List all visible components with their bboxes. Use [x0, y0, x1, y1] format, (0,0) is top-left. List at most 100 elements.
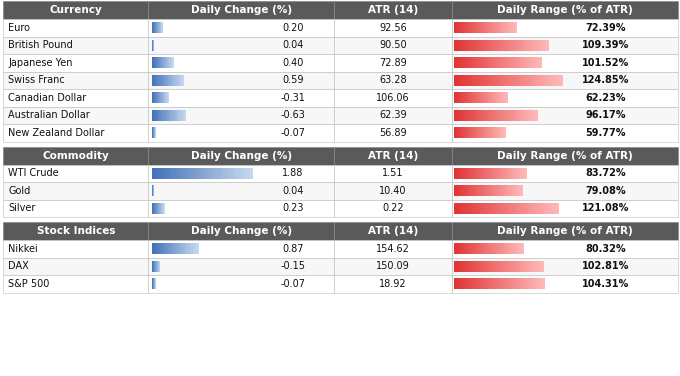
- Bar: [189, 168, 192, 179]
- Bar: [171, 110, 173, 121]
- Bar: [462, 75, 465, 86]
- Bar: [466, 278, 469, 290]
- Bar: [462, 22, 464, 33]
- Bar: [506, 278, 509, 290]
- Bar: [148, 107, 334, 124]
- Bar: [539, 57, 543, 68]
- Bar: [482, 127, 483, 138]
- Bar: [167, 57, 168, 68]
- Bar: [468, 110, 471, 121]
- Bar: [492, 243, 494, 255]
- Bar: [479, 75, 483, 86]
- Bar: [473, 92, 474, 103]
- Bar: [522, 243, 524, 255]
- Bar: [168, 110, 169, 121]
- Bar: [509, 22, 511, 33]
- Bar: [216, 168, 220, 179]
- Bar: [186, 243, 188, 255]
- Bar: [163, 110, 165, 121]
- Bar: [170, 110, 171, 121]
- Bar: [511, 40, 515, 51]
- Bar: [498, 22, 500, 33]
- Bar: [478, 261, 481, 272]
- Text: ATR (14): ATR (14): [368, 226, 418, 236]
- Text: 124.85%: 124.85%: [582, 75, 629, 85]
- Bar: [507, 92, 509, 103]
- Bar: [456, 92, 458, 103]
- Bar: [3, 124, 148, 142]
- Bar: [509, 278, 511, 290]
- Bar: [521, 203, 524, 214]
- Bar: [457, 261, 460, 272]
- Bar: [477, 92, 479, 103]
- Bar: [153, 110, 154, 121]
- Bar: [482, 243, 484, 255]
- Bar: [535, 110, 538, 121]
- Bar: [3, 222, 148, 240]
- Bar: [190, 243, 191, 255]
- Bar: [487, 57, 490, 68]
- Bar: [148, 182, 334, 200]
- Bar: [461, 243, 464, 255]
- Bar: [487, 127, 489, 138]
- Bar: [490, 203, 493, 214]
- Bar: [464, 127, 466, 138]
- Bar: [169, 75, 170, 86]
- Text: 0.04: 0.04: [282, 186, 304, 196]
- Bar: [463, 127, 464, 138]
- Bar: [507, 185, 509, 197]
- Bar: [472, 203, 475, 214]
- Bar: [514, 261, 517, 272]
- Bar: [549, 203, 552, 214]
- Bar: [162, 75, 163, 86]
- Bar: [515, 243, 517, 255]
- Bar: [530, 57, 534, 68]
- Text: Daily Range (% of ATR): Daily Range (% of ATR): [497, 226, 633, 236]
- Bar: [178, 110, 180, 121]
- Bar: [508, 261, 511, 272]
- Bar: [527, 40, 530, 51]
- Bar: [466, 168, 469, 179]
- Bar: [464, 22, 467, 33]
- Bar: [158, 57, 159, 68]
- Bar: [492, 127, 494, 138]
- Bar: [170, 75, 171, 86]
- Bar: [159, 57, 160, 68]
- Bar: [503, 185, 505, 197]
- Bar: [513, 243, 515, 255]
- Text: -0.07: -0.07: [281, 128, 305, 138]
- Bar: [456, 243, 459, 255]
- Bar: [458, 92, 460, 103]
- Bar: [515, 110, 518, 121]
- Bar: [484, 243, 487, 255]
- Bar: [458, 75, 462, 86]
- Bar: [176, 110, 177, 121]
- Bar: [484, 261, 487, 272]
- Bar: [452, 200, 678, 217]
- Bar: [171, 243, 173, 255]
- Text: 62.23%: 62.23%: [585, 93, 626, 103]
- Bar: [474, 110, 477, 121]
- Bar: [498, 185, 500, 197]
- Bar: [513, 110, 515, 121]
- Text: Daily Change (%): Daily Change (%): [190, 5, 292, 15]
- Bar: [501, 75, 505, 86]
- Bar: [500, 278, 503, 290]
- Bar: [475, 261, 478, 272]
- Bar: [478, 57, 481, 68]
- Bar: [3, 19, 148, 36]
- Text: 0.23: 0.23: [282, 203, 304, 213]
- Bar: [511, 22, 513, 33]
- Text: 83.72%: 83.72%: [585, 168, 626, 178]
- Bar: [507, 57, 510, 68]
- Text: 18.92: 18.92: [379, 279, 407, 289]
- Bar: [191, 243, 192, 255]
- Bar: [3, 165, 148, 182]
- Bar: [500, 22, 503, 33]
- Bar: [177, 243, 179, 255]
- Bar: [475, 185, 477, 197]
- Bar: [3, 36, 148, 54]
- Bar: [196, 243, 197, 255]
- Bar: [474, 92, 476, 103]
- Text: WTI Crude: WTI Crude: [8, 168, 58, 178]
